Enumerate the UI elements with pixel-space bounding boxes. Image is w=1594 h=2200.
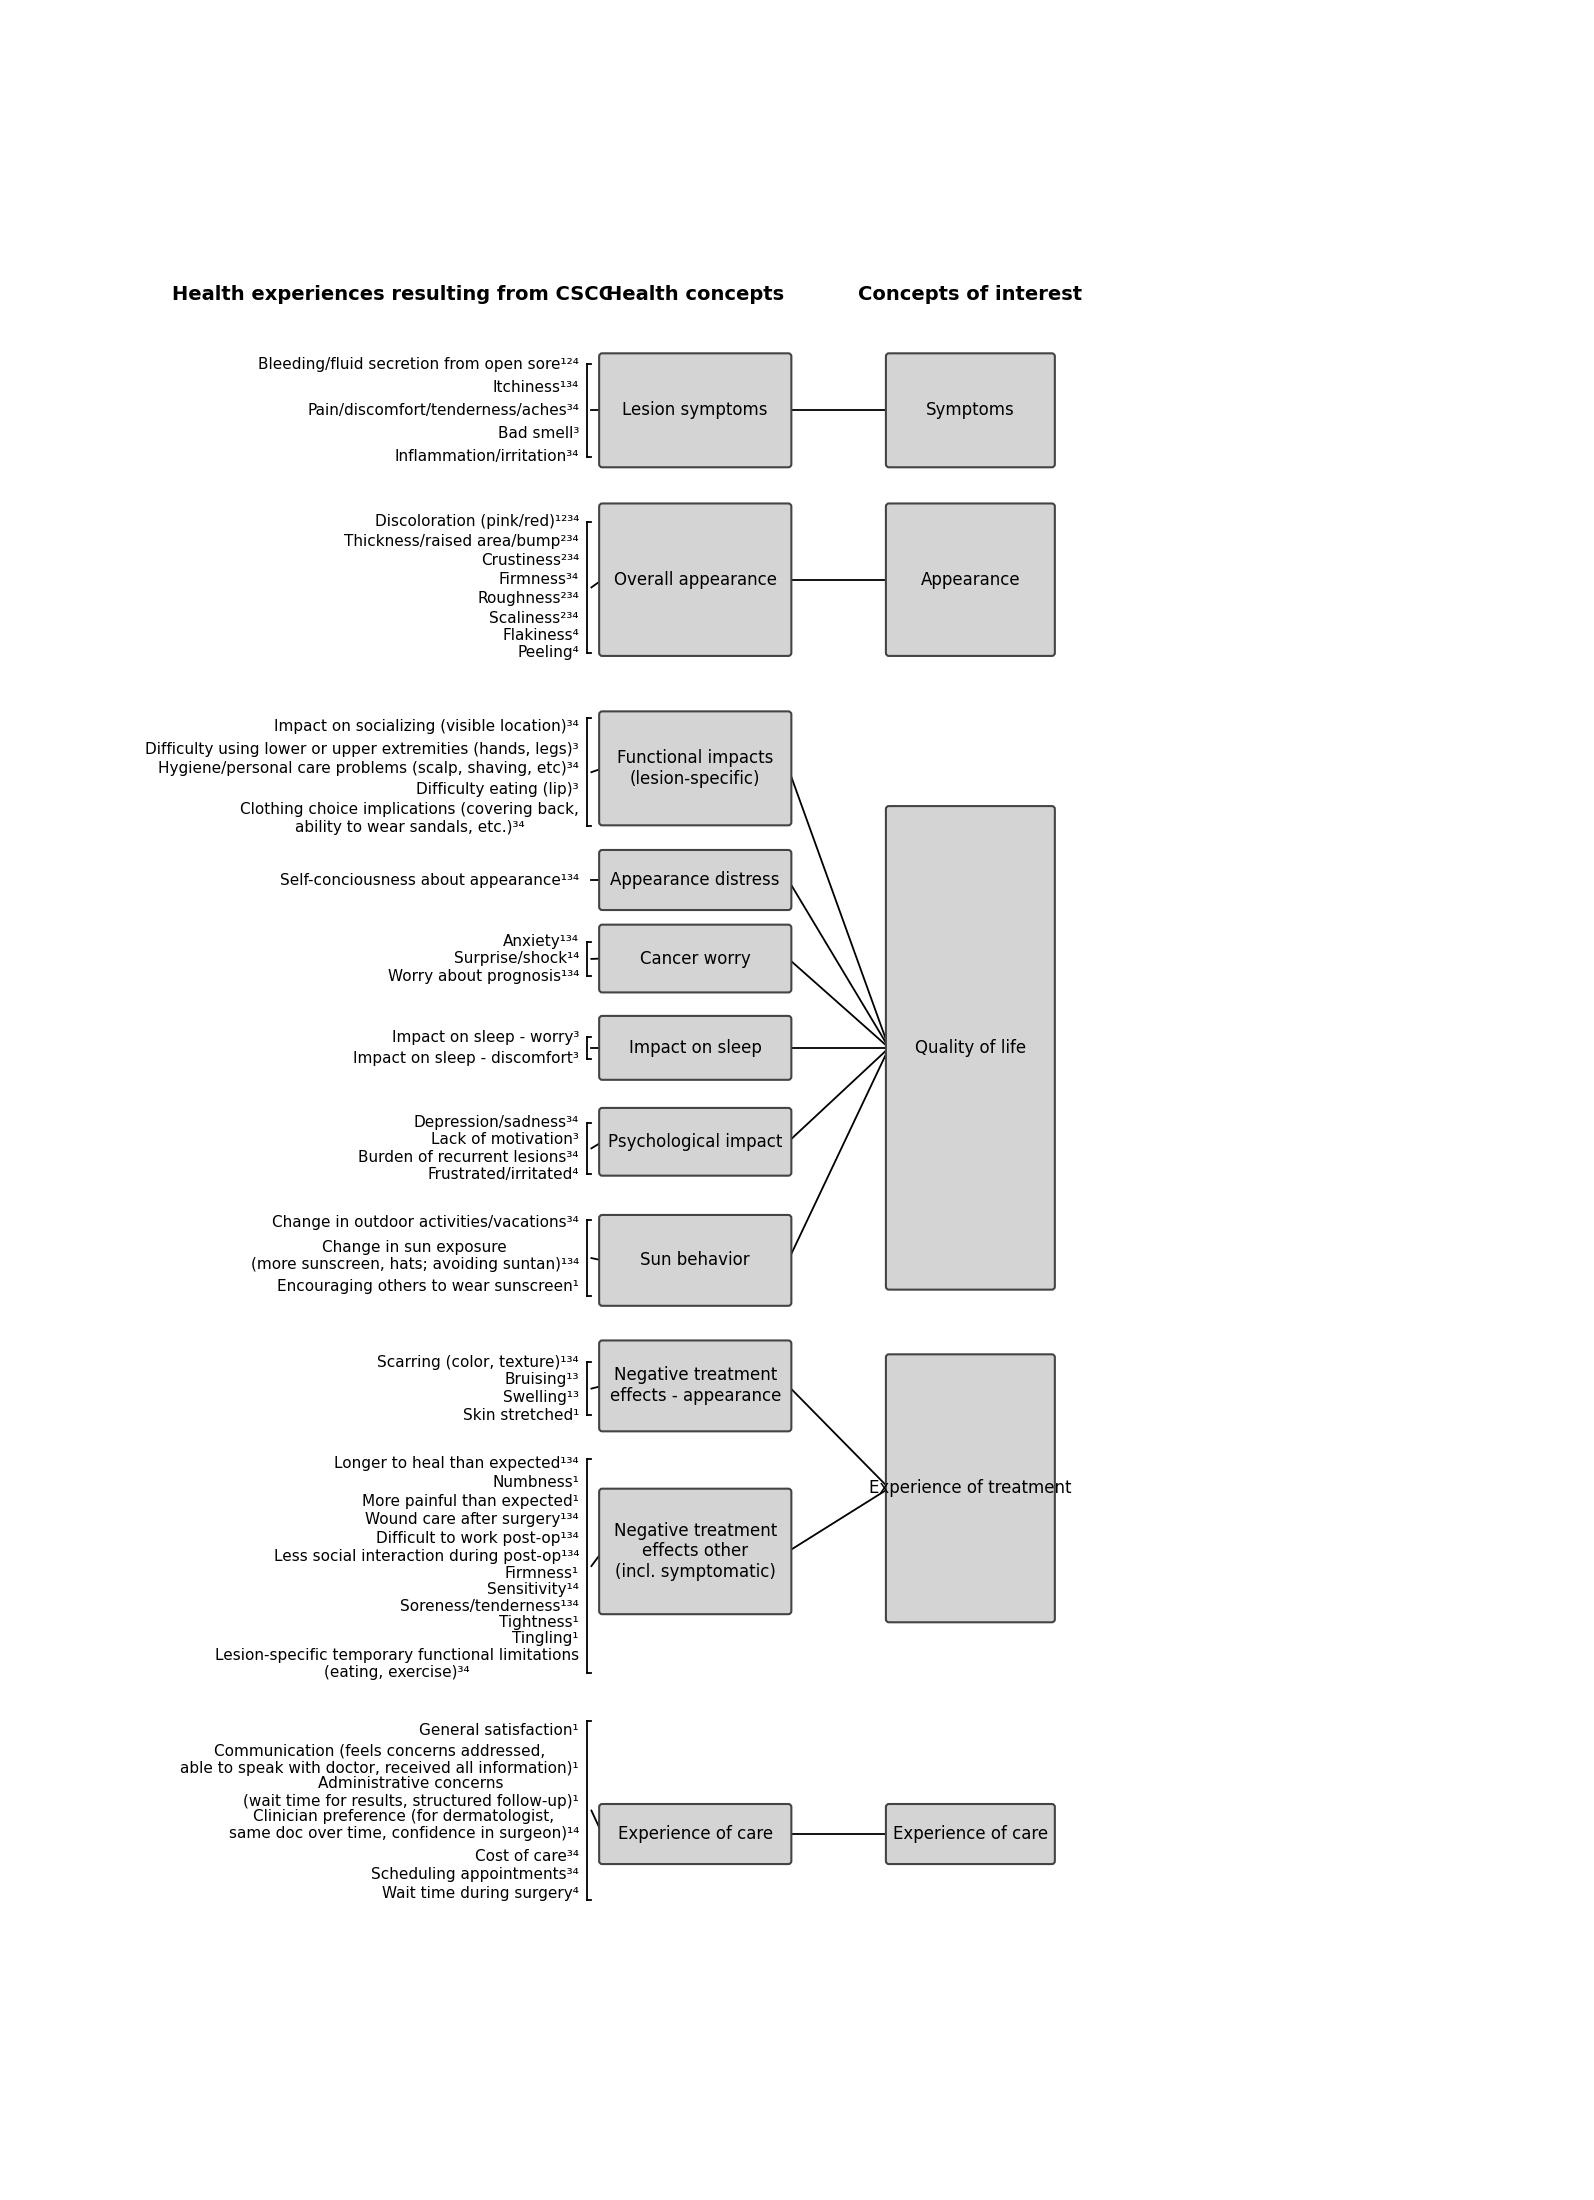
FancyBboxPatch shape xyxy=(599,711,791,825)
Text: Appearance: Appearance xyxy=(921,570,1020,590)
Text: Health experiences resulting from CSCC: Health experiences resulting from CSCC xyxy=(172,286,614,304)
Text: Difficult to work post-op¹³⁴: Difficult to work post-op¹³⁴ xyxy=(376,1531,579,1547)
Text: Thickness/raised area/bump²³⁴: Thickness/raised area/bump²³⁴ xyxy=(344,535,579,548)
Text: More painful than expected¹: More painful than expected¹ xyxy=(362,1494,579,1509)
Text: Sensitivity¹⁴: Sensitivity¹⁴ xyxy=(488,1582,579,1597)
Text: Negative treatment
effects - appearance: Negative treatment effects - appearance xyxy=(609,1366,781,1406)
Text: Scheduling appointments³⁴: Scheduling appointments³⁴ xyxy=(371,1868,579,1883)
Text: Clinician preference (for dermatologist,
same doc over time, confidence in surge: Clinician preference (for dermatologist,… xyxy=(228,1808,579,1841)
Text: Depression/sadness³⁴: Depression/sadness³⁴ xyxy=(414,1115,579,1131)
Text: Impact on sleep - discomfort³: Impact on sleep - discomfort³ xyxy=(354,1052,579,1067)
Text: Scarring (color, texture)¹³⁴: Scarring (color, texture)¹³⁴ xyxy=(378,1355,579,1371)
Text: Symptoms: Symptoms xyxy=(926,400,1015,420)
Text: Tingling¹: Tingling¹ xyxy=(513,1630,579,1646)
Text: Wait time during surgery⁴: Wait time during surgery⁴ xyxy=(383,1885,579,1901)
Text: Difficulty eating (lip)³: Difficulty eating (lip)³ xyxy=(416,781,579,796)
Text: General satisfaction¹: General satisfaction¹ xyxy=(419,1723,579,1738)
Text: Negative treatment
effects other
(incl. symptomatic): Negative treatment effects other (incl. … xyxy=(614,1522,776,1582)
Text: Experience of care: Experience of care xyxy=(893,1826,1047,1844)
Text: Cancer worry: Cancer worry xyxy=(639,950,751,968)
Text: Tightness¹: Tightness¹ xyxy=(499,1615,579,1630)
Text: Roughness²³⁴: Roughness²³⁴ xyxy=(477,592,579,607)
Text: Burden of recurrent lesions³⁴: Burden of recurrent lesions³⁴ xyxy=(359,1151,579,1164)
FancyBboxPatch shape xyxy=(886,504,1055,656)
Text: Administrative concerns
(wait time for results, structured follow-up)¹: Administrative concerns (wait time for r… xyxy=(244,1775,579,1808)
Text: Change in outdoor activities/vacations³⁴: Change in outdoor activities/vacations³⁴ xyxy=(273,1214,579,1230)
Text: Appearance distress: Appearance distress xyxy=(611,871,779,889)
FancyBboxPatch shape xyxy=(886,1355,1055,1621)
FancyBboxPatch shape xyxy=(886,1804,1055,1863)
Text: Worry about prognosis¹³⁴: Worry about prognosis¹³⁴ xyxy=(387,968,579,983)
Text: Pain/discomfort/tenderness/aches³⁴: Pain/discomfort/tenderness/aches³⁴ xyxy=(308,403,579,418)
Text: Itchiness¹³⁴: Itchiness¹³⁴ xyxy=(493,381,579,394)
Text: Health concepts: Health concepts xyxy=(606,286,784,304)
Text: Anxiety¹³⁴: Anxiety¹³⁴ xyxy=(504,935,579,948)
Text: Change in sun exposure
(more sunscreen, hats; avoiding suntan)¹³⁴: Change in sun exposure (more sunscreen, … xyxy=(250,1239,579,1272)
Text: Less social interaction during post-op¹³⁴: Less social interaction during post-op¹³… xyxy=(274,1549,579,1564)
Text: Lesion-specific temporary functional limitations
(eating, exercise)³⁴: Lesion-specific temporary functional lim… xyxy=(215,1648,579,1681)
Text: Longer to heal than expected¹³⁴: Longer to heal than expected¹³⁴ xyxy=(335,1456,579,1472)
Text: Impact on socializing (visible location)³⁴: Impact on socializing (visible location)… xyxy=(274,719,579,733)
Text: Swelling¹³: Swelling¹³ xyxy=(504,1390,579,1406)
Text: Peeling⁴: Peeling⁴ xyxy=(516,645,579,660)
Text: Bruising¹³: Bruising¹³ xyxy=(504,1373,579,1388)
Text: Concepts of interest: Concepts of interest xyxy=(858,286,1082,304)
FancyBboxPatch shape xyxy=(599,1489,791,1615)
Text: Experience of care: Experience of care xyxy=(618,1826,773,1844)
Text: Communication (feels concerns addressed,
able to speak with doctor, received all: Communication (feels concerns addressed,… xyxy=(180,1742,579,1775)
Text: Impact on sleep: Impact on sleep xyxy=(628,1038,762,1056)
Text: Psychological impact: Psychological impact xyxy=(607,1133,783,1151)
Text: Soreness/tenderness¹³⁴: Soreness/tenderness¹³⁴ xyxy=(400,1599,579,1613)
FancyBboxPatch shape xyxy=(599,1340,791,1432)
FancyBboxPatch shape xyxy=(599,1016,791,1080)
Text: Experience of treatment: Experience of treatment xyxy=(869,1478,1071,1498)
Text: Flakiness⁴: Flakiness⁴ xyxy=(502,627,579,642)
FancyBboxPatch shape xyxy=(599,1214,791,1307)
Text: Functional impacts
(lesion-specific): Functional impacts (lesion-specific) xyxy=(617,748,773,788)
Text: Numbness¹: Numbness¹ xyxy=(493,1476,579,1489)
Text: Clothing choice implications (covering back,
ability to wear sandals, etc.)³⁴: Clothing choice implications (covering b… xyxy=(241,803,579,834)
Text: Surprise/shock¹⁴: Surprise/shock¹⁴ xyxy=(454,950,579,966)
Text: Cost of care³⁴: Cost of care³⁴ xyxy=(475,1848,579,1863)
Text: Skin stretched¹: Skin stretched¹ xyxy=(462,1408,579,1423)
FancyBboxPatch shape xyxy=(599,1109,791,1175)
Text: Lesion symptoms: Lesion symptoms xyxy=(623,400,768,420)
Text: Firmness¹: Firmness¹ xyxy=(505,1566,579,1580)
Text: Sun behavior: Sun behavior xyxy=(641,1252,751,1269)
Text: Overall appearance: Overall appearance xyxy=(614,570,776,590)
Text: Frustrated/irritated⁴: Frustrated/irritated⁴ xyxy=(427,1166,579,1181)
Text: Scaliness²³⁴: Scaliness²³⁴ xyxy=(489,612,579,625)
FancyBboxPatch shape xyxy=(599,1804,791,1863)
FancyBboxPatch shape xyxy=(599,354,791,466)
Text: Quality of life: Quality of life xyxy=(915,1038,1027,1056)
FancyBboxPatch shape xyxy=(599,849,791,911)
Text: Lack of motivation³: Lack of motivation³ xyxy=(430,1133,579,1146)
Text: Crustiness²³⁴: Crustiness²³⁴ xyxy=(481,552,579,568)
FancyBboxPatch shape xyxy=(886,354,1055,466)
Text: Encouraging others to wear sunscreen¹: Encouraging others to wear sunscreen¹ xyxy=(277,1278,579,1294)
Text: Inflammation/irritation³⁴: Inflammation/irritation³⁴ xyxy=(395,449,579,464)
Text: Impact on sleep - worry³: Impact on sleep - worry³ xyxy=(392,1030,579,1045)
Text: Wound care after surgery¹³⁴: Wound care after surgery¹³⁴ xyxy=(365,1511,579,1527)
Text: Bleeding/fluid secretion from open sore¹²⁴: Bleeding/fluid secretion from open sore¹… xyxy=(258,356,579,372)
FancyBboxPatch shape xyxy=(886,805,1055,1289)
FancyBboxPatch shape xyxy=(599,924,791,992)
FancyBboxPatch shape xyxy=(599,504,791,656)
Text: Bad smell³: Bad smell³ xyxy=(497,427,579,440)
Text: Self-conciousness about appearance¹³⁴: Self-conciousness about appearance¹³⁴ xyxy=(281,873,579,887)
Text: Difficulty using lower or upper extremities (hands, legs)³: Difficulty using lower or upper extremit… xyxy=(145,741,579,757)
Text: Hygiene/personal care problems (scalp, shaving, etc)³⁴: Hygiene/personal care problems (scalp, s… xyxy=(158,761,579,777)
Text: Discoloration (pink/red)¹²³⁴: Discoloration (pink/red)¹²³⁴ xyxy=(375,515,579,530)
Text: Firmness³⁴: Firmness³⁴ xyxy=(499,572,579,587)
